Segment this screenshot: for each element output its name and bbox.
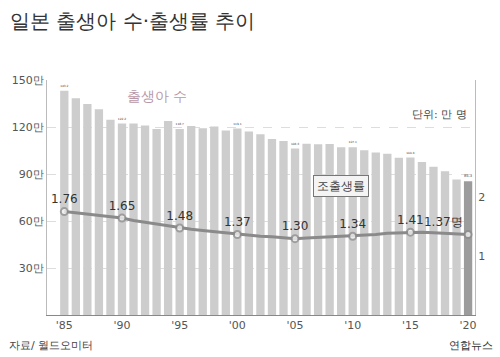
svg-text:143.2: 143.2: [60, 84, 68, 88]
svg-text:출생아 수: 출생아 수: [127, 88, 187, 104]
svg-text:119.1: 119.1: [233, 122, 241, 126]
svg-text:1.37명: 1.37명: [424, 215, 463, 229]
svg-text:1.37: 1.37: [224, 215, 251, 229]
svg-text:1: 1: [478, 250, 485, 263]
svg-text:122.2: 122.2: [118, 117, 126, 121]
svg-text:'15: '15: [402, 319, 419, 332]
svg-text:1.65: 1.65: [109, 199, 136, 213]
svg-text:자료/ 월드오미터: 자료/ 월드오미터: [9, 339, 93, 352]
svg-text:90만: 90만: [19, 168, 44, 181]
svg-text:118.7: 118.7: [176, 122, 184, 126]
svg-text:1.30: 1.30: [282, 219, 309, 233]
svg-text:150만: 150만: [12, 74, 44, 87]
svg-text:1.34: 1.34: [339, 217, 366, 231]
svg-text:'00: '00: [229, 319, 246, 332]
svg-text:'05: '05: [287, 319, 304, 332]
svg-text:120만: 120만: [12, 121, 44, 134]
svg-text:100.6: 100.6: [406, 151, 414, 155]
svg-text:'90: '90: [113, 319, 130, 332]
svg-text:106.3: 106.3: [291, 142, 299, 146]
svg-text:'20: '20: [460, 319, 477, 332]
svg-text:85.3: 85.3: [464, 174, 473, 178]
svg-text:2: 2: [478, 191, 485, 204]
svg-text:'10: '10: [344, 319, 361, 332]
svg-text:'95: '95: [171, 319, 188, 332]
svg-text:60만: 60만: [19, 215, 44, 228]
svg-text:조출생률: 조출생률: [317, 179, 365, 193]
svg-text:1.76: 1.76: [51, 192, 78, 206]
svg-text:일본 출생아 수·출생률 추이: 일본 출생아 수·출생률 추이: [10, 9, 255, 33]
svg-text:1.41: 1.41: [397, 213, 424, 227]
svg-text:107.1: 107.1: [349, 140, 357, 144]
svg-text:'85: '85: [56, 319, 73, 332]
svg-text:30만: 30만: [19, 262, 44, 275]
svg-text:연합뉴스: 연합뉴스: [449, 339, 493, 352]
svg-text:1.48: 1.48: [166, 209, 193, 223]
svg-text:단위: 만 명: 단위: 만 명: [412, 108, 467, 121]
